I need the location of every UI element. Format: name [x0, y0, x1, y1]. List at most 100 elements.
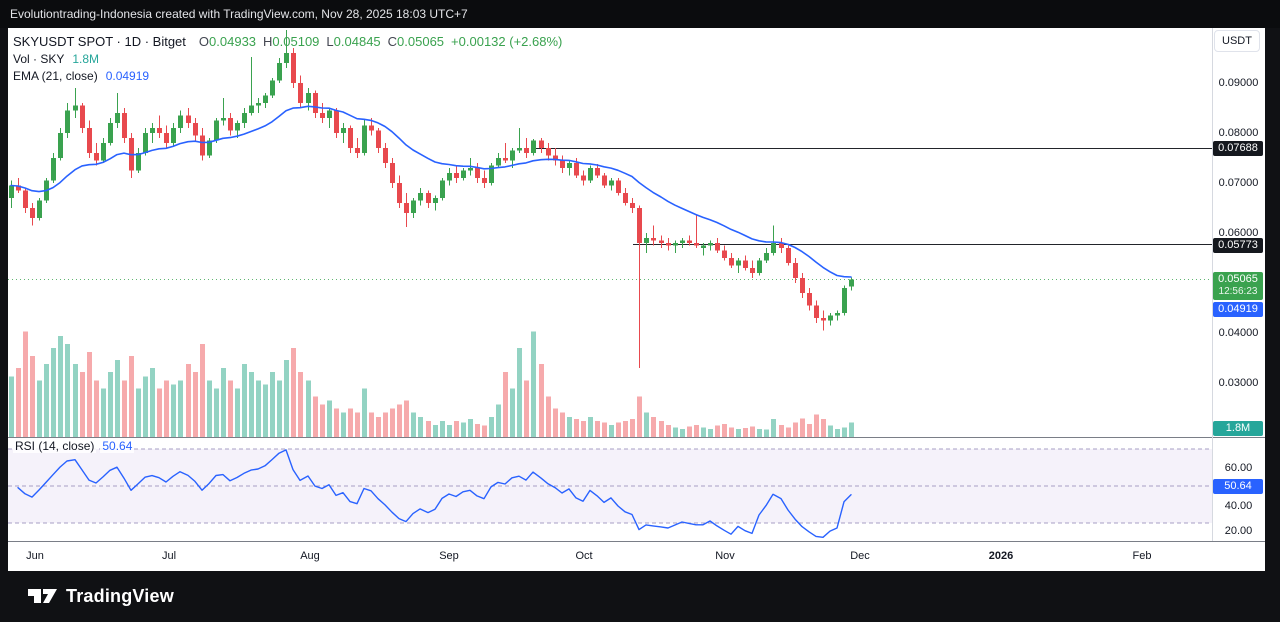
volume-bar [750, 426, 755, 437]
volume-bar [567, 416, 572, 438]
candle [503, 158, 508, 161]
candle [418, 193, 423, 201]
candle [771, 243, 776, 253]
volume-bar [16, 368, 21, 437]
candle [609, 180, 614, 186]
candle [673, 243, 678, 246]
candle [588, 168, 593, 181]
candle [362, 125, 367, 153]
candle [277, 63, 282, 81]
price-axis[interactable]: USDT 0.09000 0.08000 0.07000 0.06000 0.04000… [1212, 28, 1265, 541]
candle [800, 278, 805, 293]
volume-bar [94, 380, 99, 437]
candle [327, 110, 332, 118]
candle [828, 315, 833, 321]
volume-bar [475, 424, 480, 437]
candle [411, 200, 416, 213]
candle [249, 105, 254, 113]
candle [143, 133, 148, 153]
volume-bar [560, 412, 565, 437]
volume-bar [489, 416, 494, 438]
volume-bar [433, 424, 438, 437]
price-axis-label: 0.09000 [1218, 77, 1259, 89]
volume-bar [101, 388, 106, 437]
candle [9, 185, 14, 198]
candle [355, 148, 360, 153]
candle [178, 115, 183, 128]
volume-bar [122, 380, 127, 437]
attribution-bar: Evolutiontrading-Indonesia created with … [0, 0, 1280, 28]
volume-bar [355, 412, 360, 437]
candle [108, 123, 113, 143]
volume-bar [496, 404, 501, 437]
volume-bar [793, 422, 798, 437]
rsi-badge: 50.64 [1213, 478, 1263, 494]
candle [574, 163, 579, 176]
candle [546, 148, 551, 156]
candle [602, 175, 607, 186]
volume-bar [284, 360, 289, 437]
time-axis-label: Oct [575, 550, 593, 562]
volume-bar [786, 427, 791, 437]
volume-bar [673, 427, 678, 437]
volume-bar [397, 404, 402, 437]
volume-bar [694, 424, 699, 437]
candle [736, 260, 741, 266]
time-axis-label: 2026 [988, 550, 1014, 562]
candle [73, 105, 78, 111]
candle [708, 243, 713, 246]
candle [517, 148, 522, 151]
candle [397, 183, 402, 203]
candle [306, 93, 311, 103]
volume-bar [666, 424, 671, 437]
volume-bar [277, 380, 282, 437]
candle [136, 153, 141, 171]
candle [743, 260, 748, 268]
chart-canvas[interactable] [8, 28, 1265, 571]
candle [814, 305, 819, 318]
volume-bar [454, 420, 459, 437]
candle [666, 243, 671, 246]
badge-text: 50.64 [1224, 479, 1252, 492]
candle [595, 168, 600, 176]
currency-button[interactable]: USDT [1214, 30, 1260, 52]
volume-bar [651, 416, 656, 438]
volume-bar [644, 412, 649, 437]
candle [842, 288, 847, 313]
volume-bar [143, 376, 148, 438]
candle [531, 140, 536, 153]
candle [489, 165, 494, 183]
volume-bar [341, 412, 346, 437]
tradingview-brand[interactable]: TradingView [28, 584, 174, 608]
volume-bar [334, 408, 339, 437]
volume-bar [44, 364, 49, 437]
volume-bar [58, 335, 63, 438]
candle [150, 128, 155, 133]
volume-bar [418, 416, 423, 438]
candle [524, 148, 529, 153]
price-axis-label: 0.07000 [1218, 177, 1259, 189]
candle [313, 93, 318, 113]
candle [468, 168, 473, 171]
volume-bar [9, 376, 14, 438]
candle [475, 168, 480, 178]
volume-bar [80, 372, 85, 437]
volume-bar [630, 419, 635, 437]
price-axis-label: 0.08000 [1218, 127, 1259, 139]
volume-bar [171, 384, 176, 437]
volume-bar [193, 372, 198, 437]
volume-bar [821, 419, 826, 437]
volume-bar [87, 351, 92, 437]
candle [623, 193, 628, 203]
time-axis[interactable]: Jun Jul Aug Sep Oct Nov Dec 2026 Feb [8, 541, 1265, 571]
volume-bar [757, 428, 762, 437]
candle [101, 143, 106, 161]
candle [334, 110, 339, 133]
candle [320, 113, 325, 118]
time-axis-label: Nov [715, 550, 735, 562]
volume-bar [51, 347, 56, 437]
candle [115, 113, 120, 123]
volume-bar [842, 427, 847, 437]
candle [256, 103, 261, 106]
candle [539, 140, 544, 148]
